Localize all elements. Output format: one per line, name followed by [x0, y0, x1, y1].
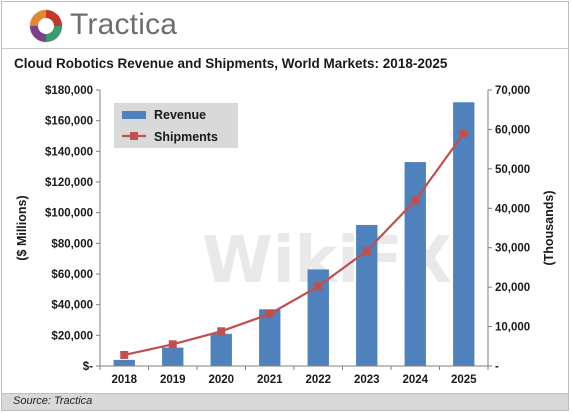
revenue-bar — [259, 309, 281, 366]
revenue-bar — [307, 269, 329, 366]
shipments-point — [362, 246, 371, 255]
y-tick-label-left: $20,000 — [51, 330, 93, 342]
y-tick-label-right: 50,000 — [495, 164, 530, 176]
y-tick-label-left: $140,000 — [45, 146, 93, 158]
shipments-line — [124, 132, 465, 357]
y-tick-label-left: $180,000 — [45, 85, 93, 97]
legend-box — [114, 103, 238, 148]
y-tick-label-left: $120,000 — [45, 177, 93, 189]
footer: Source: Tractica — [2, 393, 568, 410]
x-tick-label: 2023 — [354, 374, 380, 386]
x-tick-label: 2020 — [208, 374, 234, 386]
y-tick-label-right: - — [495, 361, 499, 373]
chart-title: Cloud Robotics Revenue and Shipments, Wo… — [14, 56, 448, 71]
y-tick-label-left: $80,000 — [51, 238, 93, 250]
x-tick-label: 2021 — [257, 374, 283, 386]
y-tick-label-right: 10,000 — [495, 322, 530, 334]
x-tick-label: 2018 — [111, 374, 137, 386]
x-tick-label: 2019 — [160, 374, 186, 386]
y-tick-label-left: $100,000 — [45, 208, 93, 220]
source-note: Source: Tractica — [13, 395, 93, 407]
shipments-point — [168, 340, 177, 349]
y-axis-title-left: ($ Millions) — [15, 195, 29, 260]
shipments-point — [265, 309, 274, 318]
brand-name: Tractica — [70, 8, 178, 41]
y-axis-title-right: (Thousands) — [542, 191, 556, 266]
y-tick-label-right: 60,000 — [495, 124, 530, 136]
shipments-point — [411, 196, 420, 205]
x-tick-label: 2025 — [451, 374, 477, 386]
tractica-logo-icon — [29, 9, 63, 43]
revenue-bar — [356, 224, 378, 366]
legend-label-revenue: Revenue — [154, 108, 206, 122]
y-tick-label-right: 40,000 — [495, 203, 530, 215]
shipments-point — [314, 282, 323, 291]
y-tick-label-right: 20,000 — [495, 282, 530, 294]
revenue-bar — [210, 333, 232, 366]
legend-label-shipments: Shipments — [154, 130, 218, 144]
revenue-bar — [113, 359, 135, 366]
y-tick-label-right: 30,000 — [495, 243, 530, 255]
y-tick-label-left: $60,000 — [51, 269, 93, 281]
y-tick-label-left: $- — [83, 361, 93, 373]
y-tick-label-right: 70,000 — [495, 85, 530, 97]
shipments-point — [217, 327, 226, 336]
legend-swatch-revenue — [122, 111, 146, 119]
x-tick-label: 2024 — [402, 374, 428, 386]
shipments-point — [120, 350, 129, 359]
revenue-bar — [404, 162, 426, 366]
shipments-point — [459, 129, 468, 138]
revenue-bar — [162, 347, 184, 366]
header: Tractica — [2, 2, 568, 49]
x-tick-label: 2022 — [305, 374, 331, 386]
legend-swatch-shipments-marker — [130, 132, 138, 140]
revenue-bar — [453, 102, 475, 367]
y-tick-label-left: $160,000 — [45, 116, 93, 128]
y-tick-label-left: $40,000 — [51, 300, 93, 312]
